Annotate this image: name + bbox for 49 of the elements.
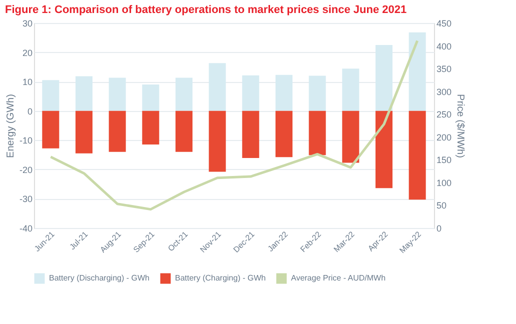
y2-tick-label: 400 [436, 41, 452, 52]
bar [76, 76, 92, 111]
y-tick-label: -10 [19, 136, 32, 146]
y-tick-label: 20 [22, 48, 32, 58]
bar [342, 110, 360, 163]
y-axis-title: Energy (GWh) [5, 94, 16, 158]
y2-tick-label: 0 [436, 224, 442, 234]
y-tick-label: -20 [19, 164, 32, 175]
y-tick-label: 30 [22, 18, 32, 28]
bar [76, 110, 92, 154]
bar [108, 110, 126, 152]
y2-tick-label: 450 [436, 18, 452, 28]
bar [42, 110, 60, 148]
bar [308, 110, 326, 156]
bar [42, 80, 60, 111]
legend-label: Battery (Charging) - GWh [175, 274, 266, 283]
bar [108, 78, 126, 111]
y-tick-label: 10 [22, 77, 32, 88]
bar [176, 110, 192, 152]
bar [408, 110, 426, 200]
y2-tick-label: 350 [436, 64, 452, 74]
y2-tick-label: 100 [436, 178, 452, 188]
bar [176, 78, 192, 111]
y2-tick-label: 150 [436, 155, 452, 166]
bar [242, 75, 260, 111]
y-tick-label: -40 [19, 224, 32, 234]
y2-tick-label: 50 [436, 200, 447, 211]
bar [242, 110, 260, 158]
bar [142, 110, 160, 145]
y2-axis-title: Price ($/MWh) [454, 94, 466, 158]
bar [142, 84, 160, 111]
bar [276, 74, 292, 111]
bar [342, 68, 360, 111]
y-tick-label: 0 [27, 106, 32, 116]
chart-title: Figure 1: Comparison of battery operations to market prices since June 2021 [4, 4, 407, 16]
y2-tick-label: 250 [436, 110, 452, 120]
bar [308, 76, 326, 111]
y2-tick-label: 200 [436, 132, 452, 142]
bar [408, 32, 426, 111]
y-tick-label: -30 [19, 194, 32, 204]
bar [208, 63, 226, 111]
bar [376, 110, 392, 188]
bar [276, 110, 292, 158]
y2-tick-label: 300 [436, 86, 452, 97]
legend-label: Battery (Discharging) - GWh [49, 274, 150, 283]
bar [376, 44, 392, 111]
legend-label: Average Price - AUD/MWh [291, 274, 386, 283]
line-series [49, 40, 419, 211]
bar [208, 110, 226, 172]
